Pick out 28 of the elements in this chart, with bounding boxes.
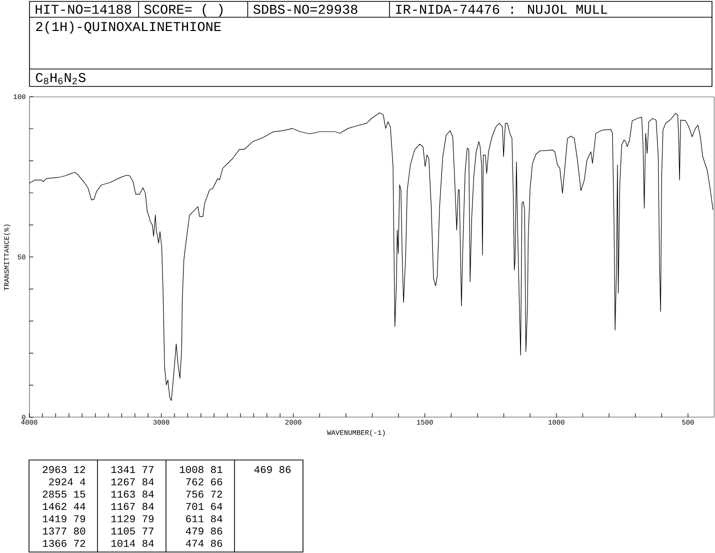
text: 611 84 bbox=[186, 515, 222, 522]
text: SDBS-NO=29938 bbox=[253, 4, 358, 14]
text: 1129 79 bbox=[111, 515, 154, 522]
text: 1377 80 bbox=[42, 528, 86, 535]
text: 1267 84 bbox=[111, 478, 154, 486]
text: SCORE= ( ) bbox=[144, 4, 223, 17]
text: HIT-NO=14188 bbox=[36, 4, 132, 14]
text: 479 86 bbox=[186, 528, 222, 535]
text: 1008 81 bbox=[180, 466, 222, 474]
text: 1167 84 bbox=[111, 502, 154, 510]
chart-title: 2(1H)-QUINOXALINETHIONE bbox=[36, 21, 221, 34]
text: 469 86 bbox=[254, 466, 291, 474]
text: 2924 4 bbox=[49, 478, 86, 486]
text: 1419 79 bbox=[42, 515, 86, 522]
text: 1163 84 bbox=[111, 490, 154, 498]
text: 1366 72 bbox=[42, 540, 86, 547]
text: 474 86 bbox=[186, 540, 222, 547]
text: 1105 77 bbox=[111, 528, 154, 535]
text: 2855 15 bbox=[42, 490, 86, 498]
text: 1462 44 bbox=[42, 502, 86, 510]
text: IR-NIDA-74476 : NUJOL MULL bbox=[396, 4, 608, 14]
text: 762 66 bbox=[186, 478, 222, 486]
text: 701 64 bbox=[186, 502, 222, 510]
text: 1341 77 bbox=[111, 466, 154, 474]
text: 1014 84 bbox=[111, 540, 154, 547]
text: 2963 12 bbox=[42, 466, 86, 474]
chart-subtitle: C$_{8}$H$_{6}$N$_{2}$S bbox=[36, 72, 86, 84]
text: 756 72 bbox=[186, 490, 222, 498]
